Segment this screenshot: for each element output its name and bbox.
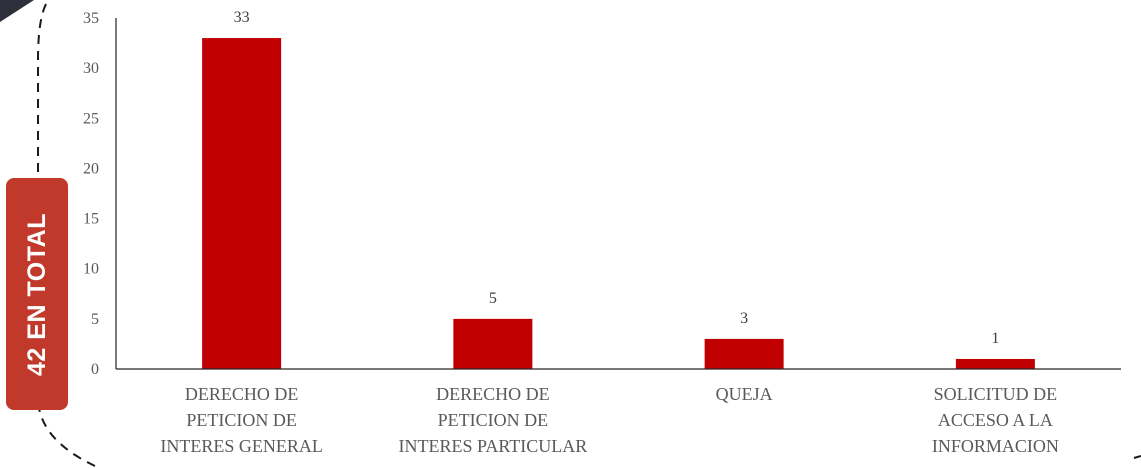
data-label: 5 [489,290,497,307]
x-category-label: PETICION DE [186,410,297,430]
x-category-label: INTERES PARTICULAR [398,436,587,456]
x-category-label: ACCESO A LA [938,410,1053,430]
bar [704,338,784,369]
data-label: 33 [234,9,250,26]
y-tick-label: 10 [83,261,99,278]
x-axis: DERECHO DE PETICION DE INTERES GENERAL DERE… [116,368,1121,456]
y-tick-label: 0 [91,361,99,378]
dashed-border-decoration-right [1133,455,1141,459]
bar [453,318,533,369]
x-category-label: QUEJA [716,384,773,404]
x-category-label: DERECHO DE [436,384,550,404]
y-tick-label: 35 [83,10,99,27]
y-tick-label: 5 [91,311,99,328]
x-category-label: PETICION DE [438,410,549,430]
y-tick-label: 30 [83,60,99,77]
y-axis: 0 5 10 15 20 25 30 35 [83,10,117,378]
corner-decoration [0,0,34,22]
x-category-label: DERECHO DE [185,384,299,404]
y-tick-label: 20 [83,160,99,177]
data-label: 1 [991,330,999,347]
x-category-label: INFORMACION [932,436,1059,456]
data-label: 3 [740,310,748,327]
bar [202,38,282,370]
total-badge-text: 42 EN TOTAL [22,212,51,376]
bars: 33 5 3 1 [202,9,1035,370]
x-category-label: SOLICITUD DE [934,384,1058,404]
y-tick-label: 25 [83,110,99,127]
bar [955,358,1035,369]
x-category-label: INTERES GENERAL [160,436,322,456]
total-badge: 42 EN TOTAL [6,178,68,410]
y-tick-label: 15 [83,211,99,228]
